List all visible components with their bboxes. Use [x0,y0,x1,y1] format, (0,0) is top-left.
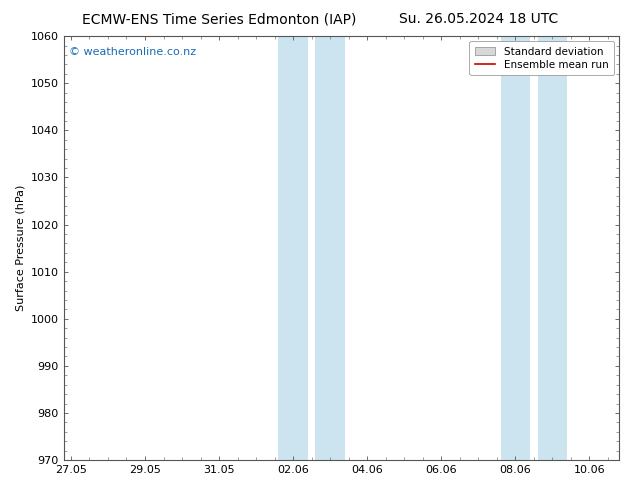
Bar [500,36,530,460]
Bar [278,36,308,460]
Bar [538,36,567,460]
Text: © weatheronline.co.nz: © weatheronline.co.nz [69,47,196,57]
Y-axis label: Surface Pressure (hPa): Surface Pressure (hPa) [15,185,25,311]
Text: ECMW-ENS Time Series Edmonton (IAP): ECMW-ENS Time Series Edmonton (IAP) [82,12,357,26]
Text: Su. 26.05.2024 18 UTC: Su. 26.05.2024 18 UTC [399,12,558,26]
Bar [315,36,345,460]
Legend: Standard deviation, Ensemble mean run: Standard deviation, Ensemble mean run [469,41,614,75]
